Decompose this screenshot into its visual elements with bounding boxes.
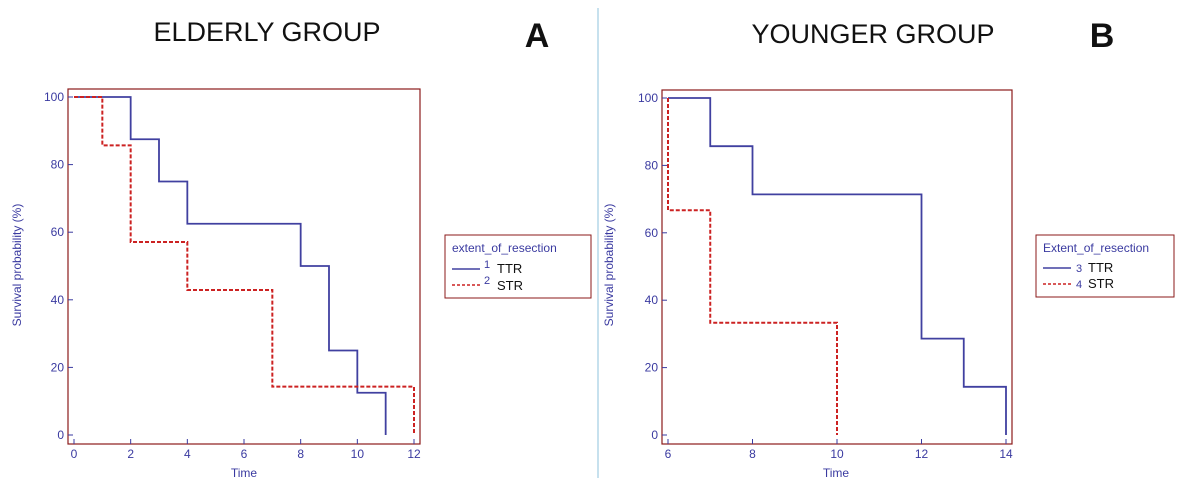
panel-a-legend-label-ttr: TTR [497,261,522,276]
panel-a-series-str-line [74,96,415,435]
panel-b-frame [661,89,1013,445]
panel-b-x-tick-label: 6 [665,447,672,461]
panel-b-y-tick-label: 80 [645,158,659,172]
panel-b-series-str-line [667,98,838,435]
panel-a-x-tick-label: 4 [184,447,191,461]
panel-a-y-tick-label: 20 [51,360,65,374]
panel-a-x-tick-label: 6 [241,447,248,461]
panel-b-legend-label-ttr: TTR [1088,260,1113,275]
panel-a-legend-code-2: 2 [484,275,490,287]
panel-b-legend-code-3: 3 [1076,263,1082,275]
panel-b-legend-title: Extent_of_resection [1043,241,1149,255]
panel-a-y-axis-label: Survival probability (%) [10,204,24,327]
panel-a-legend-code-1: 1 [484,259,490,271]
panel-a-x-axis-label: Time [231,466,258,480]
panel-b-letter: B [1090,17,1115,55]
panel-a-y-tick-label: 40 [51,293,65,307]
panel-b-y-tick-label: 60 [645,226,659,240]
panel-a-x-tick-label: 12 [407,447,421,461]
panel-b-legend-box [1035,234,1175,298]
panel-a-x-tick-label: 8 [297,447,304,461]
panel-b-x-tick-label: 8 [749,447,756,461]
panel-a-plot: 0 20 40 60 80 100 0 2 4 6 8 10 12 [44,88,421,461]
panel-b-y-tick-label: 100 [638,91,658,105]
panel-a-legend-label-str: STR [497,278,523,293]
panel-b-legend-label-str: STR [1088,276,1114,291]
panel-b-x-tick-label: 14 [999,447,1013,461]
panel-b-y-tick-label: 20 [645,361,659,375]
panel-a-y-tick-label: 0 [57,428,64,442]
panel-a-y-tick-label: 60 [51,225,65,239]
panel-b-y-tick-label: 40 [645,293,659,307]
panel-b-y-axis-label: Survival probability (%) [602,204,616,327]
panel-a-y-tick-label: 80 [51,158,65,172]
panel-a-legend-title: extent_of_resection [452,241,557,255]
panel-b-plot: 0 20 40 60 80 100 6 8 10 12 14 [638,89,1013,461]
panel-a-letter: A [525,17,550,55]
panel-a-series-ttr-line [74,96,387,435]
panel-b-series-ttr-line [668,97,1007,435]
panel-a-frame [67,88,421,445]
panel-a-x-tick-label: 2 [127,447,134,461]
panel-b-title: YOUNGER GROUP [751,19,994,49]
panel-b-legend-code-4: 4 [1076,279,1082,291]
panel-a-x-tick-label: 0 [71,447,78,461]
panel-b-y-tick-label: 0 [651,428,658,442]
panel-b-x-tick-label: 10 [830,447,844,461]
panel-a-y-tick-label: 100 [44,90,64,104]
panel-b-x-tick-label: 12 [915,447,929,461]
panel-a-legend-box [444,234,592,299]
panel-b-x-axis-label: Time [823,466,850,480]
panel-a-title: ELDERLY GROUP [153,17,380,47]
panel-a-x-tick-label: 10 [351,447,365,461]
